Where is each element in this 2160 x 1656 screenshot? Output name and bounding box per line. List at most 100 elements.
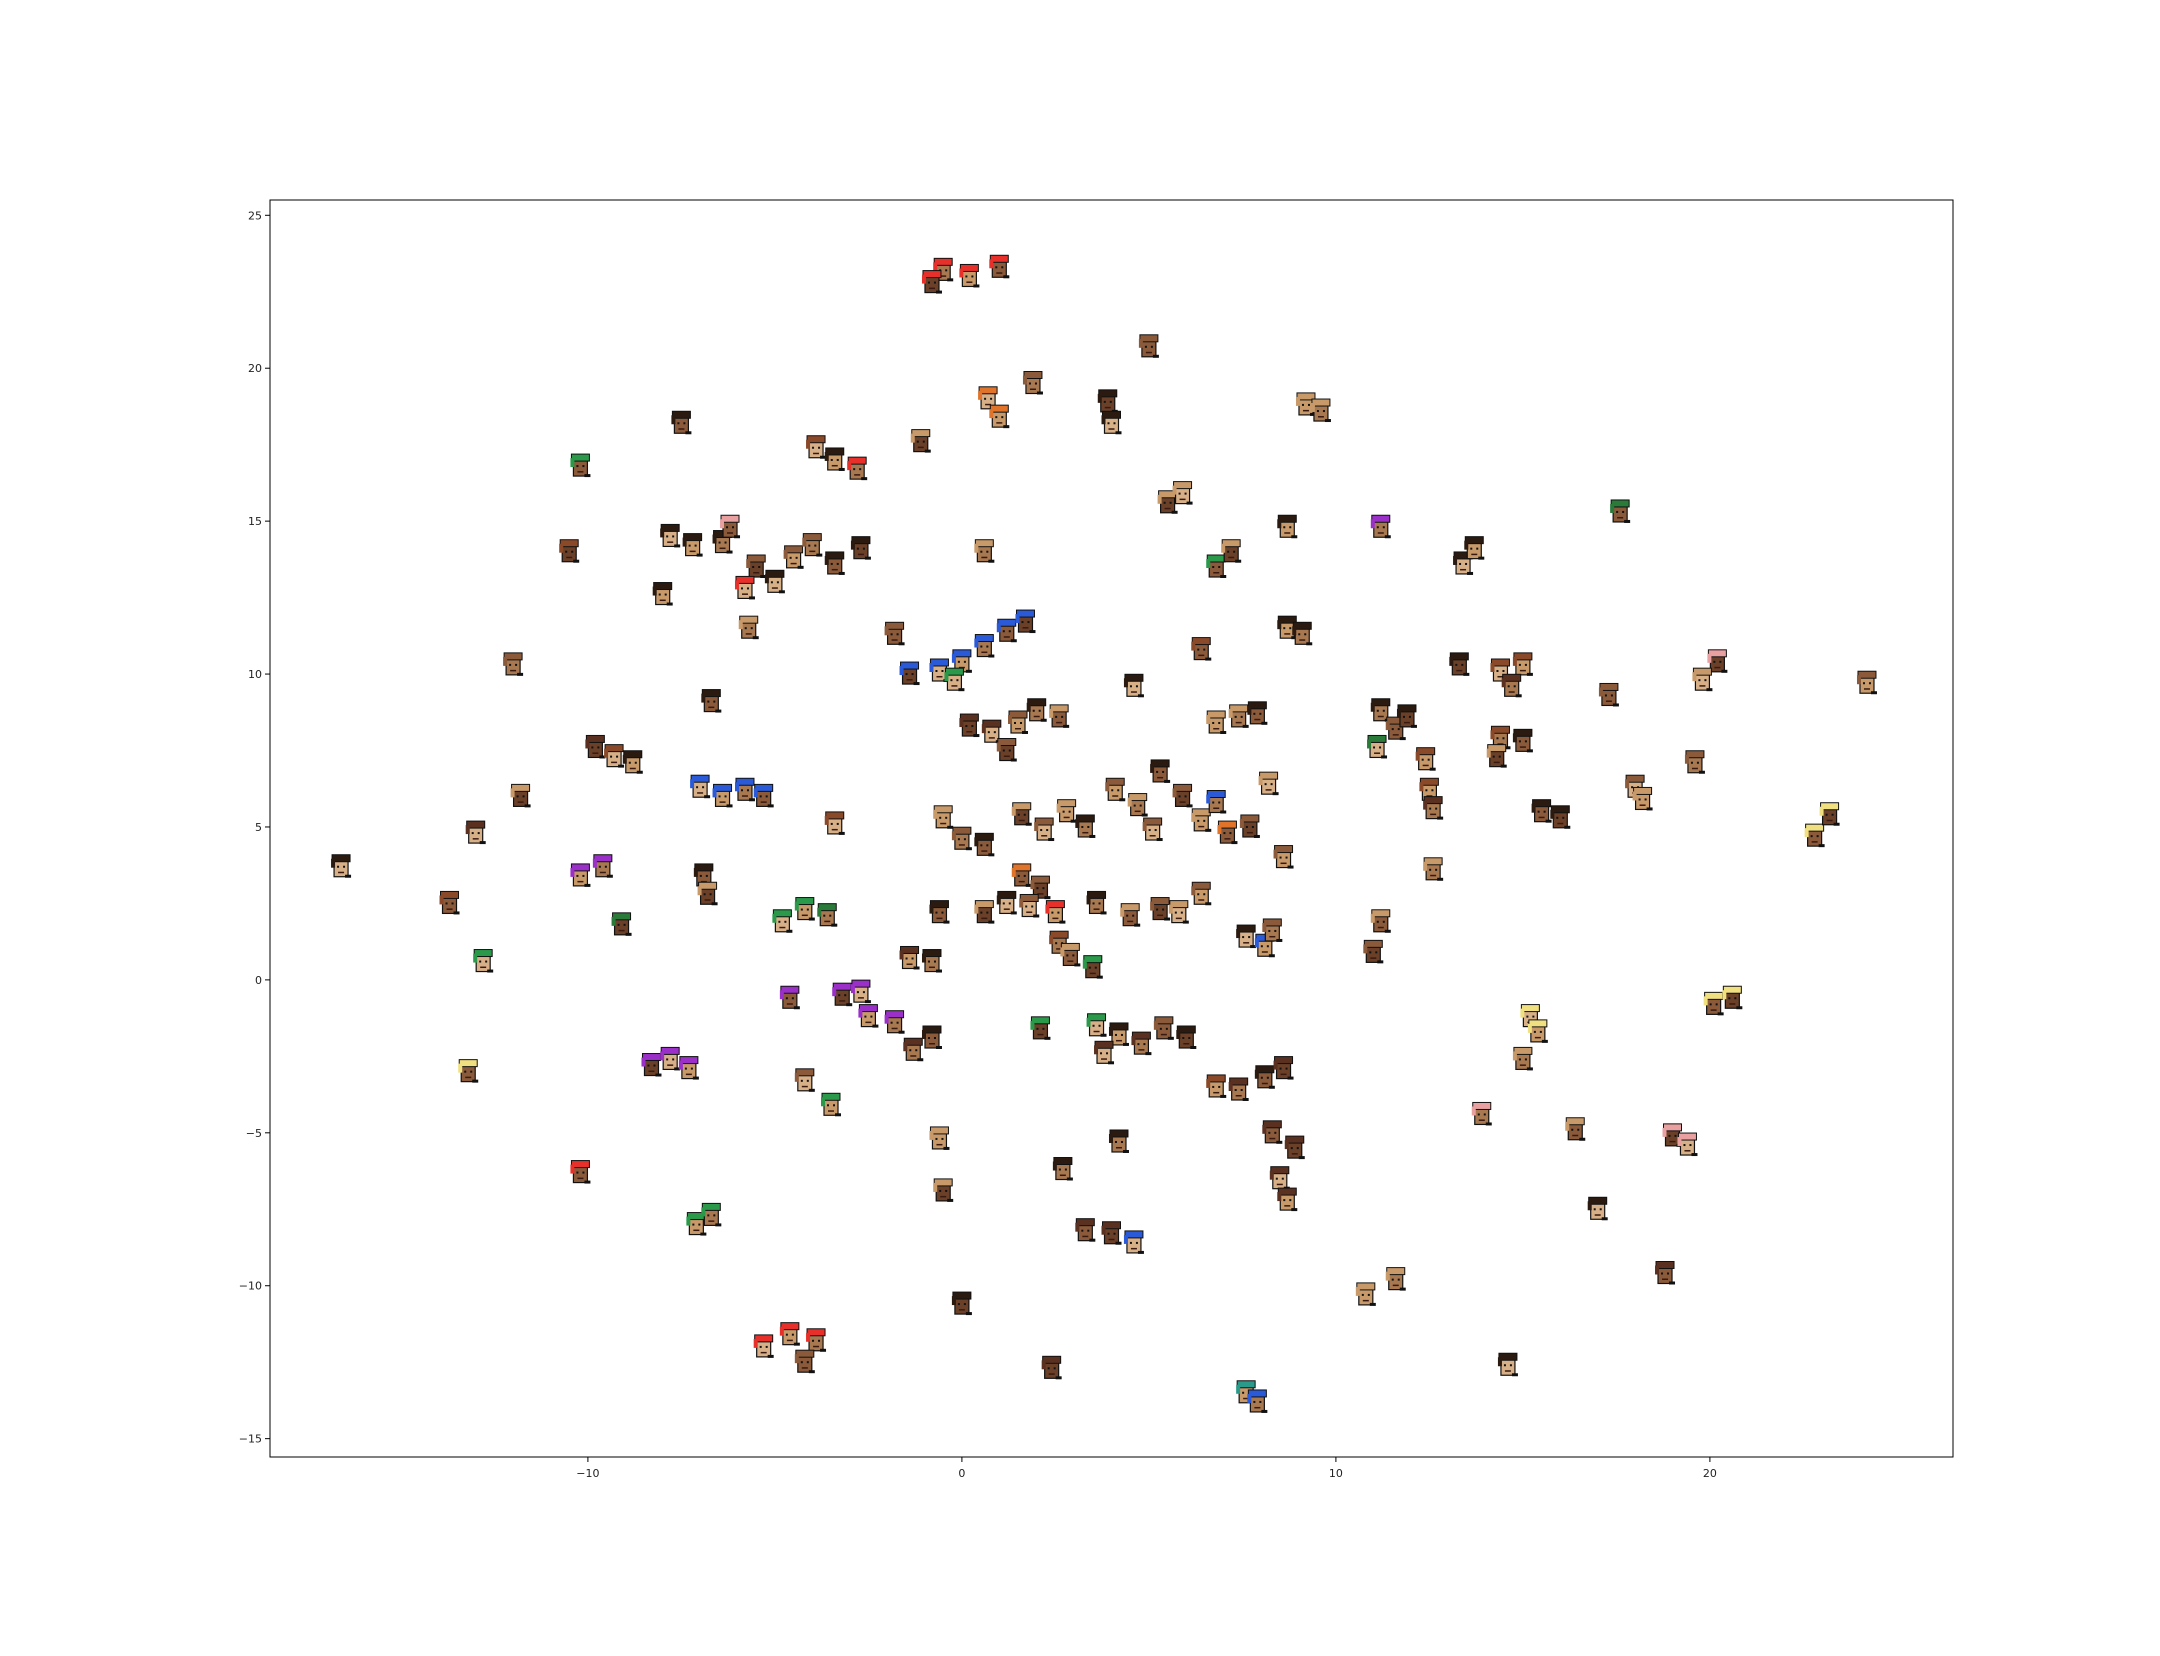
scatter-point bbox=[1206, 1074, 1227, 1098]
scatter-point bbox=[806, 1328, 827, 1352]
scatter-point bbox=[1015, 609, 1036, 634]
scatter-point bbox=[697, 881, 718, 906]
scatter-point bbox=[734, 777, 755, 802]
scatter-point bbox=[1258, 771, 1279, 796]
scatter-point bbox=[989, 404, 1010, 429]
scatter-point bbox=[959, 713, 980, 738]
scatter-point bbox=[611, 912, 632, 936]
scatter-point bbox=[671, 410, 692, 435]
scatter-point bbox=[1277, 1187, 1298, 1212]
scatter-point bbox=[1269, 1166, 1290, 1190]
scatter-point bbox=[622, 750, 643, 774]
scatter-point bbox=[933, 257, 954, 282]
scatter-point bbox=[1385, 1267, 1406, 1291]
scatter-point bbox=[1692, 667, 1713, 692]
scatter-point bbox=[779, 985, 800, 1010]
scatter-point bbox=[974, 832, 995, 857]
scatter-point bbox=[1415, 747, 1436, 771]
scatter-point bbox=[1471, 1101, 1492, 1126]
scatter-point bbox=[1501, 673, 1522, 698]
scatter-point bbox=[921, 1025, 942, 1049]
scatter-point bbox=[1677, 1132, 1698, 1157]
scatter-point bbox=[1056, 799, 1077, 823]
scatter-point bbox=[1127, 793, 1148, 817]
scatter-point bbox=[884, 1010, 905, 1034]
scatter-point bbox=[1191, 637, 1212, 661]
scatter-point bbox=[1049, 704, 1070, 728]
scatter-point bbox=[884, 621, 905, 646]
scatter-point bbox=[734, 575, 755, 600]
scatter-point bbox=[824, 447, 845, 471]
scatter-point bbox=[678, 1056, 699, 1080]
scatter-point bbox=[817, 903, 838, 927]
scatter-point bbox=[1030, 1016, 1051, 1040]
scatter-point bbox=[1247, 701, 1268, 725]
scatter-point bbox=[974, 539, 995, 563]
scatter-point bbox=[1142, 817, 1163, 842]
scatter-point bbox=[974, 900, 995, 924]
x-tick-label: 20 bbox=[1703, 1467, 1717, 1480]
scatter-point bbox=[1550, 805, 1571, 829]
scatter-point bbox=[1295, 392, 1316, 416]
scatter-point bbox=[772, 909, 793, 933]
scatter-point bbox=[570, 863, 591, 887]
y-tick-label: −5 bbox=[246, 1127, 262, 1140]
scatter-point bbox=[1082, 955, 1103, 979]
scatter-point bbox=[996, 738, 1017, 762]
scatter-point bbox=[899, 661, 920, 686]
scatter-point bbox=[458, 1059, 479, 1083]
scatter-point bbox=[989, 254, 1010, 279]
scatter-point bbox=[1030, 875, 1051, 900]
scatter-point bbox=[1722, 985, 1743, 1010]
scatter-point bbox=[1370, 514, 1391, 539]
scatter-point bbox=[503, 652, 524, 676]
scatter-point bbox=[1157, 490, 1178, 514]
scatter-point bbox=[847, 456, 868, 481]
scatter-point bbox=[951, 1291, 972, 1316]
scatter-point bbox=[974, 634, 995, 658]
scatter-point bbox=[921, 270, 942, 294]
scatter-point bbox=[439, 890, 460, 915]
scatter-point bbox=[1101, 1221, 1122, 1245]
scatter-point bbox=[559, 539, 580, 563]
scatter-point bbox=[824, 551, 845, 575]
scatter-point bbox=[1385, 716, 1406, 741]
scatter-point bbox=[951, 826, 972, 851]
y-tick-label: 20 bbox=[248, 362, 262, 375]
scatter-point bbox=[585, 734, 606, 759]
scatter-point bbox=[1168, 900, 1189, 924]
scatter-point bbox=[1423, 857, 1444, 881]
scatter-point bbox=[951, 649, 972, 673]
x-tick-label: 10 bbox=[1329, 1467, 1343, 1480]
scatter-point bbox=[1172, 481, 1193, 505]
scatter-point bbox=[1131, 1031, 1152, 1056]
scatter-point bbox=[1527, 1019, 1548, 1043]
scatter-point bbox=[1150, 897, 1171, 921]
scatter-point bbox=[570, 1160, 591, 1184]
scatter-point bbox=[1587, 1196, 1608, 1221]
scatter-point bbox=[1262, 1120, 1283, 1144]
scatter-point bbox=[331, 854, 352, 878]
scatter-point bbox=[701, 1202, 722, 1227]
scatter-point bbox=[1273, 1056, 1294, 1080]
scatter-point bbox=[1254, 1065, 1275, 1089]
scatter-point bbox=[473, 949, 494, 973]
scatter-point bbox=[1703, 991, 1724, 1016]
scatter-point bbox=[921, 949, 942, 973]
y-tick-label: 15 bbox=[248, 515, 262, 528]
scatter-point bbox=[1531, 799, 1552, 823]
scatter-point bbox=[783, 545, 804, 569]
scatter-point bbox=[1034, 817, 1055, 842]
scatter-point bbox=[1512, 652, 1533, 676]
scatter-point bbox=[1804, 823, 1825, 848]
scatter-point bbox=[1011, 802, 1032, 826]
scatter-point bbox=[1598, 682, 1619, 707]
scatter-point bbox=[1292, 621, 1313, 646]
scatter-marks bbox=[331, 254, 1877, 1413]
scatter-point bbox=[1497, 1352, 1518, 1377]
scatter-point bbox=[1026, 698, 1047, 722]
scatter-point bbox=[686, 1212, 707, 1236]
scatter-point bbox=[1022, 371, 1043, 395]
y-tick-label: −15 bbox=[239, 1433, 262, 1446]
scatter-point bbox=[1273, 845, 1294, 869]
